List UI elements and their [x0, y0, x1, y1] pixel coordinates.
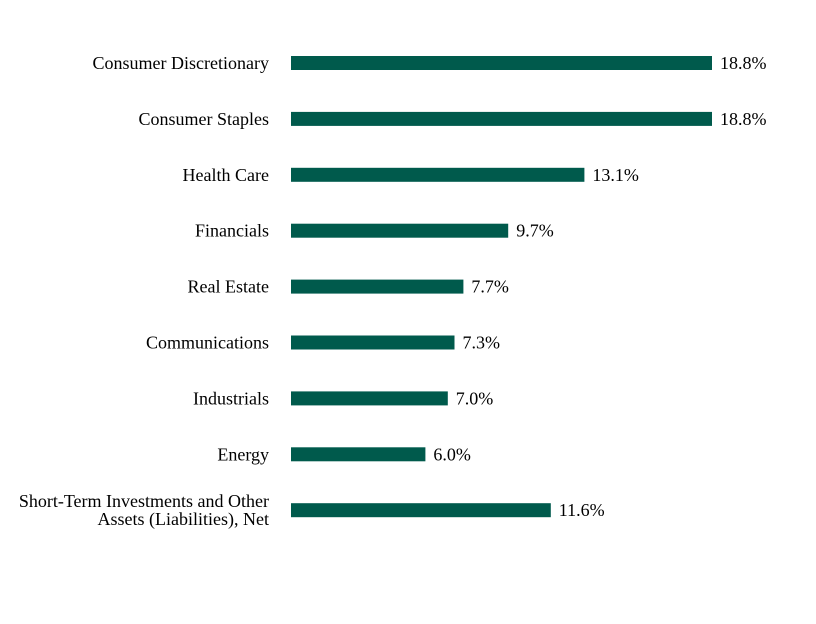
bar: [291, 447, 426, 462]
category-label: Financials: [195, 221, 269, 241]
value-label: 9.7%: [516, 221, 554, 241]
value-label: 11.6%: [559, 500, 605, 520]
bars-group: [291, 56, 712, 518]
category-label: Consumer Discretionary: [93, 53, 269, 73]
value-label: 18.8%: [720, 109, 767, 129]
bar: [291, 223, 509, 238]
category-label: Real Estate: [188, 277, 269, 297]
bar: [291, 279, 464, 294]
category-label: Industrials: [193, 388, 269, 408]
value-label: 7.0%: [456, 388, 494, 408]
bar: [291, 111, 712, 126]
bar: [291, 335, 455, 350]
category-label: Communications: [146, 333, 269, 353]
category-label: Health Care: [183, 165, 269, 185]
value-label: 18.8%: [720, 53, 767, 73]
bar: [291, 503, 551, 518]
value-labels-group: 18.8% 18.8% 13.1% 9.7% 7.7% 7.3% 7.0% 6.0% 11.6%: [433, 53, 766, 520]
category-label: Energy: [217, 444, 269, 464]
bar: [291, 56, 712, 70]
category-label: Short-Term Investments and Other: [19, 491, 269, 511]
value-label: 13.1%: [592, 165, 639, 185]
category-labels-group: Consumer Discretionary Consumer Staples He…: [19, 53, 269, 530]
bar: [291, 167, 585, 182]
bar: [291, 391, 448, 406]
category-label: Assets (Liabilities), Net: [98, 509, 269, 530]
value-label: 7.7%: [471, 277, 509, 297]
value-label: 6.0%: [433, 444, 471, 464]
category-label: Consumer Staples: [139, 109, 270, 129]
value-label: 7.3%: [463, 333, 501, 353]
